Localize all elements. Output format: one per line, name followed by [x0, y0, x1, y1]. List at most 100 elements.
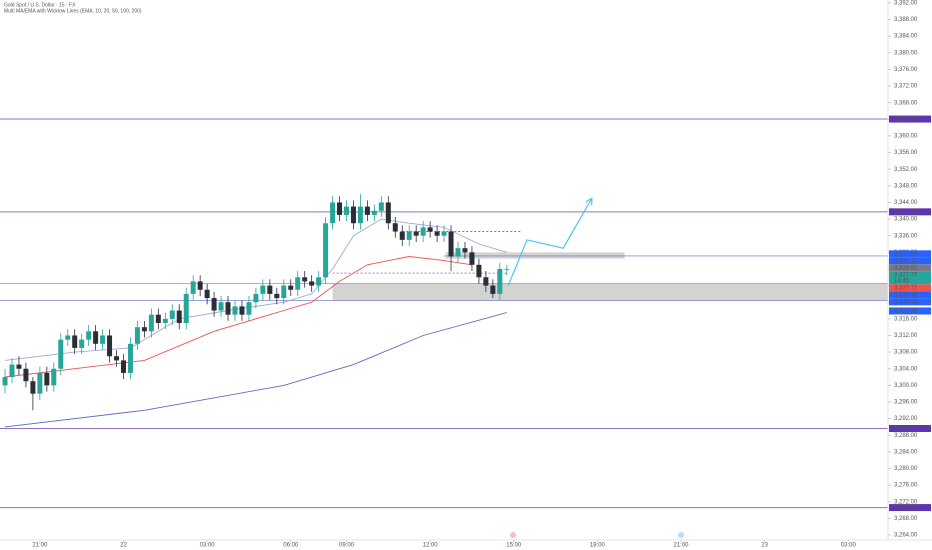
x-tick-label: 03:00: [200, 543, 216, 549]
candle-body: [169, 310, 175, 319]
y-tick-label: 3,300.00: [894, 383, 918, 389]
candle-body: [239, 306, 245, 315]
candle-body: [114, 356, 120, 361]
candle-body: [211, 298, 217, 311]
y-tick-label: 3,264.00: [894, 533, 918, 539]
x-tick-label: 22: [120, 543, 127, 549]
x-tick-label: 06:00: [283, 543, 299, 549]
candle-body: [23, 368, 29, 382]
y-tick-label: 3,276.00: [894, 483, 918, 489]
candle-body: [51, 368, 57, 386]
countdown: 14:45: [894, 278, 910, 284]
price-label-bg: [889, 271, 931, 285]
candle-body: [371, 210, 377, 215]
candle-body: [483, 277, 489, 286]
candle-body: [120, 360, 126, 373]
candle-body: [309, 281, 315, 286]
y-tick-label: 3,372.00: [894, 84, 918, 90]
candle-body: [434, 231, 440, 236]
y-tick-label: 3,344.00: [894, 200, 918, 206]
chart-subtitle: Multi MA/EMA with Wicklow Lines (EMA, 10…: [4, 8, 142, 14]
y-tick-label: 3,352.00: [894, 167, 918, 173]
plot-area: [0, 118, 888, 509]
price-label: 3,329.82: [894, 265, 918, 271]
candle-body: [385, 202, 391, 224]
candle-body: [413, 231, 419, 236]
level-label-bg: [889, 425, 931, 433]
y-tick-label: 3,368.00: [894, 100, 918, 106]
y-tick-label: 3,336.00: [894, 233, 918, 239]
level-label: 3,270.60: [894, 505, 918, 511]
y-tick-label: 3,288.00: [894, 433, 918, 439]
y-tick-label: 3,348.00: [894, 183, 918, 189]
candle-body: [9, 364, 15, 378]
candle-body: [190, 281, 196, 294]
price-label: 3,331.13: [894, 258, 918, 264]
candle-body: [406, 231, 412, 240]
candle-body: [44, 372, 50, 386]
candle-body: [253, 293, 259, 303]
y-tick-label: 3,304.00: [894, 366, 918, 372]
candle-body: [288, 285, 294, 290]
price-label: 3,324.48: [894, 292, 918, 298]
level-label-bg: [889, 115, 931, 123]
candle-body: [448, 231, 454, 257]
level-label: 3,341.74: [894, 209, 918, 215]
candle-body: [274, 293, 280, 299]
candle-body: [197, 281, 203, 290]
candle-body: [337, 202, 343, 215]
candle-body: [246, 302, 252, 315]
candle-body: [316, 277, 322, 286]
price-label: 3,317.89: [894, 309, 918, 315]
y-tick-label: 3,356.00: [894, 150, 918, 156]
x-tick-label: 21:00: [32, 543, 48, 549]
candle-body: [260, 285, 266, 294]
x-tick-label: 15:00: [506, 543, 522, 549]
event-icon[interactable]: [678, 532, 684, 538]
candle-body: [141, 327, 147, 332]
candle-body: [107, 335, 113, 357]
y-tick-label: 3,268.00: [894, 516, 918, 522]
candle-body: [364, 206, 370, 215]
candle-body: [504, 268, 510, 270]
price-label: 3,331.64: [894, 251, 918, 257]
candle-body: [37, 372, 43, 394]
x-tick-label: 18:00: [590, 543, 606, 549]
candle-body: [218, 302, 224, 311]
chart-title: Gold Spot / U.S. Dollar · 15 · FX: [4, 2, 76, 8]
price-label-bg: [889, 250, 931, 258]
candle-body: [420, 227, 426, 236]
event-icon[interactable]: [510, 532, 516, 538]
candle-body: [497, 268, 503, 294]
price-label-bg: [889, 284, 931, 292]
price-label: 3,327.77: [894, 272, 918, 278]
price-label-bg: [889, 257, 931, 265]
candle-body: [58, 339, 64, 369]
level-label: 3,289.62: [894, 426, 918, 432]
level-label: 3,364.06: [894, 117, 918, 123]
candle-body: [392, 223, 398, 232]
candle-body: [162, 318, 168, 324]
x-tick-label: 21:00: [674, 543, 690, 549]
y-tick-label: 3,384.00: [894, 34, 918, 40]
price-label: 3,327.72: [894, 285, 918, 291]
candle-body: [295, 277, 301, 290]
price-label-bg: [889, 291, 931, 299]
y-tick-label: 3,380.00: [894, 50, 918, 56]
zone: [445, 252, 625, 259]
y-tick-label: 3,376.00: [894, 67, 918, 73]
price-label: 3,320.43: [894, 299, 918, 305]
x-tick-label: 09:00: [339, 543, 355, 549]
y-tick-label: 3,340.00: [894, 217, 918, 223]
candle-body: [65, 335, 71, 340]
candle-body: [72, 335, 78, 348]
projection-path: [507, 198, 593, 286]
y-tick-label: 3,312.00: [894, 333, 918, 339]
zone: [332, 283, 888, 301]
y-tick-label: 3,360.00: [894, 134, 918, 140]
y-tick-label: 3,316.00: [894, 316, 918, 322]
y-tick-label: 3,308.00: [894, 350, 918, 356]
candle-body: [148, 314, 154, 332]
